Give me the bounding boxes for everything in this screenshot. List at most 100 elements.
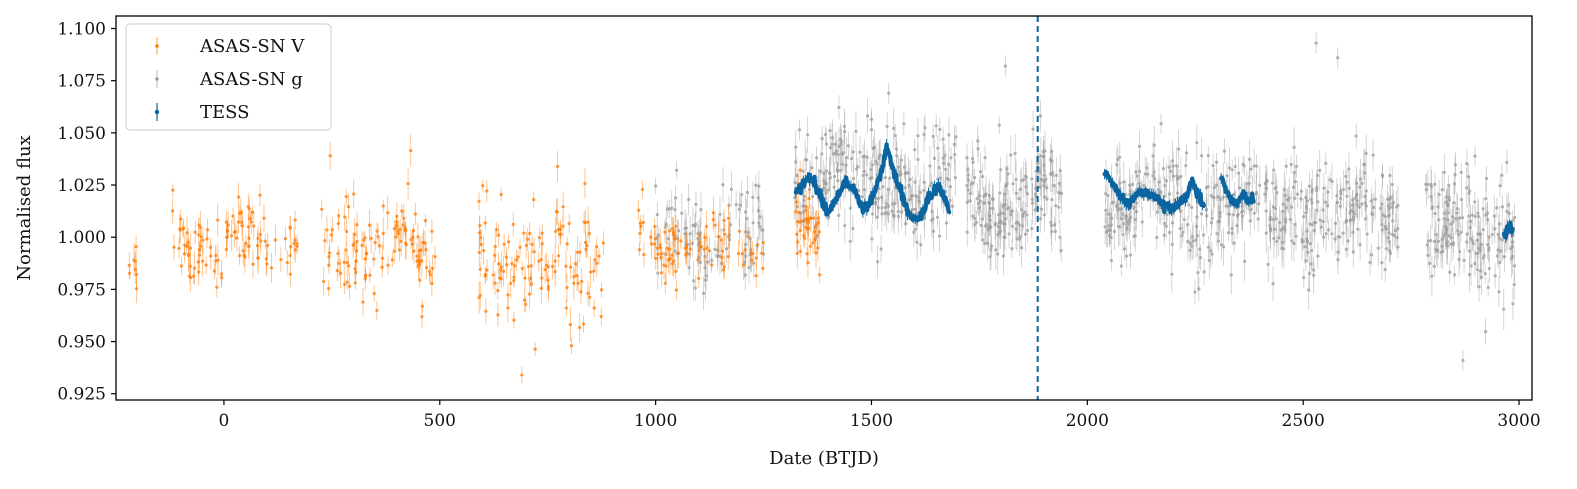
- asas-sn-g-point: [1388, 166, 1392, 185]
- asas-sn-v-point: [415, 243, 419, 270]
- asas-sn-v-point: [420, 304, 424, 329]
- asas-sn-g-point: [1050, 211, 1054, 252]
- asas-sn-g-point: [1461, 202, 1465, 234]
- asas-sn-g-point: [1133, 209, 1137, 230]
- asas-sn-v-point: [582, 211, 586, 233]
- asas-sn-g-point: [1369, 187, 1373, 215]
- asas-sn-v-point: [723, 223, 727, 246]
- asas-sn-v-point: [363, 245, 367, 272]
- asas-sn-v-point: [667, 252, 671, 267]
- asas-sn-v-point: [518, 238, 522, 257]
- legend-label: ASAS-SN g: [199, 69, 303, 90]
- asas-sn-v-point: [711, 196, 715, 230]
- asas-sn-g-point: [1211, 179, 1215, 216]
- asas-sn-g-point: [1052, 176, 1056, 196]
- asas-sn-g-point: [1312, 260, 1316, 280]
- asas-sn-g-point: [1365, 215, 1369, 253]
- asas-sn-v-point: [699, 236, 704, 257]
- asas-sn-v-point: [573, 249, 577, 278]
- asas-sn-g-point: [1159, 113, 1163, 134]
- asas-sn-g-point: [1495, 247, 1499, 265]
- asas-sn-v-point: [345, 274, 349, 290]
- asas-sn-v-point: [283, 226, 287, 251]
- asas-sn-g-point: [1109, 208, 1114, 229]
- asas-sn-g-point: [1478, 233, 1482, 262]
- asas-sn-g-point: [1447, 186, 1452, 214]
- asas-sn-v-point: [546, 260, 550, 274]
- legend-marker-dot: [155, 44, 159, 48]
- asas-sn-g-point: [1387, 196, 1391, 235]
- asas-sn-v-point: [703, 227, 707, 248]
- asas-sn-v-point: [556, 150, 560, 182]
- asas-sn-g-point: [912, 216, 916, 248]
- asas-sn-g-point: [1471, 230, 1475, 252]
- asas-sn-g-point: [971, 204, 975, 229]
- y-tick-label: 0.925: [57, 385, 106, 405]
- asas-sn-g-point: [1230, 214, 1234, 243]
- asas-sn-g-point: [1364, 193, 1368, 219]
- asas-sn-v-point: [404, 223, 408, 238]
- asas-sn-v-point: [497, 271, 502, 285]
- asas-sn-g-point: [1308, 231, 1312, 256]
- asas-sn-g-point: [938, 117, 942, 142]
- asas-sn-g-point: [1442, 153, 1446, 192]
- asas-sn-v-point: [512, 311, 516, 329]
- asas-sn-v-point: [420, 244, 424, 277]
- legend-entry: ASAS-SN g: [155, 69, 303, 90]
- asas-sn-v-point: [258, 184, 262, 207]
- asas-sn-g-point: [1338, 219, 1342, 255]
- asas-sn-v-point: [499, 187, 503, 202]
- asas-sn-g-point: [693, 213, 698, 235]
- asas-sn-v-point: [215, 277, 219, 298]
- asas-sn-g-point: [1380, 163, 1385, 187]
- asas-sn-v-point: [365, 246, 369, 261]
- asas-sn-g-point: [1207, 242, 1211, 279]
- asas-sn-g-point: [893, 124, 897, 148]
- asas-sn-g-point: [1477, 271, 1481, 303]
- asas-sn-v-point: [485, 259, 489, 281]
- asas-sn-g-point: [1014, 159, 1018, 200]
- asas-sn-g-point: [1384, 220, 1388, 238]
- asas-sn-v-point: [397, 238, 402, 262]
- asas-sn-v-point: [520, 366, 524, 384]
- asas-sn-g-point: [1430, 187, 1434, 230]
- asas-sn-v-point: [409, 134, 413, 167]
- asas-sn-g-point: [1169, 160, 1173, 183]
- asas-sn-g-point: [930, 204, 934, 237]
- asas-sn-g-point: [1200, 138, 1204, 174]
- asas-sn-v-point: [212, 262, 216, 280]
- asas-sn-g-point: [879, 234, 883, 264]
- asas-sn-g-point: [1444, 188, 1449, 206]
- asas-sn-v-point: [279, 247, 283, 272]
- asas-sn-v-point: [561, 191, 565, 223]
- asas-sn-g-point: [975, 183, 979, 214]
- asas-sn-g-point: [1178, 208, 1182, 250]
- asas-sn-v-point: [671, 217, 676, 247]
- asas-sn-v-point: [509, 268, 513, 298]
- y-tick-label: 1.075: [57, 72, 106, 92]
- asas-sn-v-point: [399, 226, 403, 257]
- asas-sn-g-point: [1009, 197, 1013, 232]
- asas-sn-g-point: [1300, 228, 1304, 251]
- asas-sn-g-point: [1364, 134, 1368, 172]
- asas-sn-g-point: [999, 157, 1003, 182]
- asas-sn-v-point: [248, 210, 253, 227]
- asas-sn-v-point: [376, 224, 380, 249]
- asas-sn-g-point: [1042, 197, 1047, 232]
- asas-sn-g-point: [1167, 155, 1171, 179]
- asas-sn-g-point: [1184, 155, 1188, 176]
- asas-sn-g-point: [1059, 238, 1063, 263]
- asas-sn-v-point: [653, 218, 657, 235]
- asas-sn-g-point: [1461, 349, 1465, 371]
- asas-sn-g-point: [1308, 208, 1312, 240]
- asas-sn-g-point: [1003, 55, 1007, 77]
- asas-sn-v-point: [134, 258, 139, 290]
- asas-sn-v-point: [727, 203, 731, 234]
- asas-sn-g-point: [1433, 192, 1437, 235]
- asas-sn-v-point: [798, 244, 803, 258]
- asas-sn-g-point: [696, 220, 700, 247]
- asas-sn-g-point: [883, 199, 887, 227]
- asas-sn-g-point: [655, 202, 659, 227]
- asas-sn-v-point: [336, 216, 340, 231]
- asas-sn-v-point: [523, 265, 527, 291]
